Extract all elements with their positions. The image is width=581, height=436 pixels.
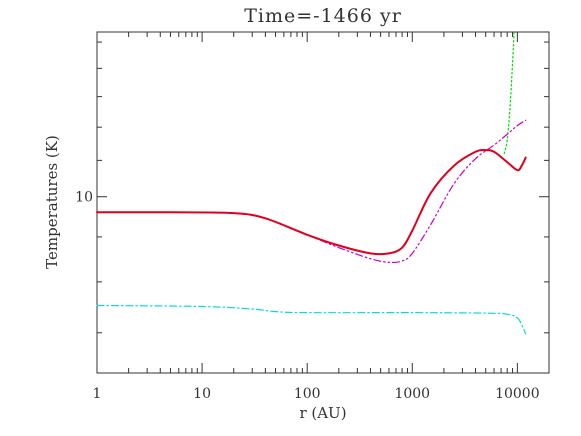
series-line-3 [96,304,527,335]
chart-title: Time=-1466 yr [244,5,402,27]
axis-ticks [96,32,550,373]
y-tick-label: 10 [75,190,93,206]
x-tick-label: 1000 [394,386,430,402]
series-line-2 [503,31,515,155]
x-tick-label: 10000 [495,386,540,402]
tick-labels: 1 10 100 1000 10000 10 [75,190,539,402]
x-tick-label: 1 [93,386,102,402]
y-axis-label: Temperatures (K) [43,135,61,269]
x-axis-label: r (AU) [299,404,346,422]
series-layer [96,31,527,335]
series-line-0 [96,148,527,256]
x-tick-label: 100 [294,386,321,402]
x-tick-label: 10 [193,386,211,402]
series-line-1 [96,119,527,264]
plot-frame [96,31,550,374]
